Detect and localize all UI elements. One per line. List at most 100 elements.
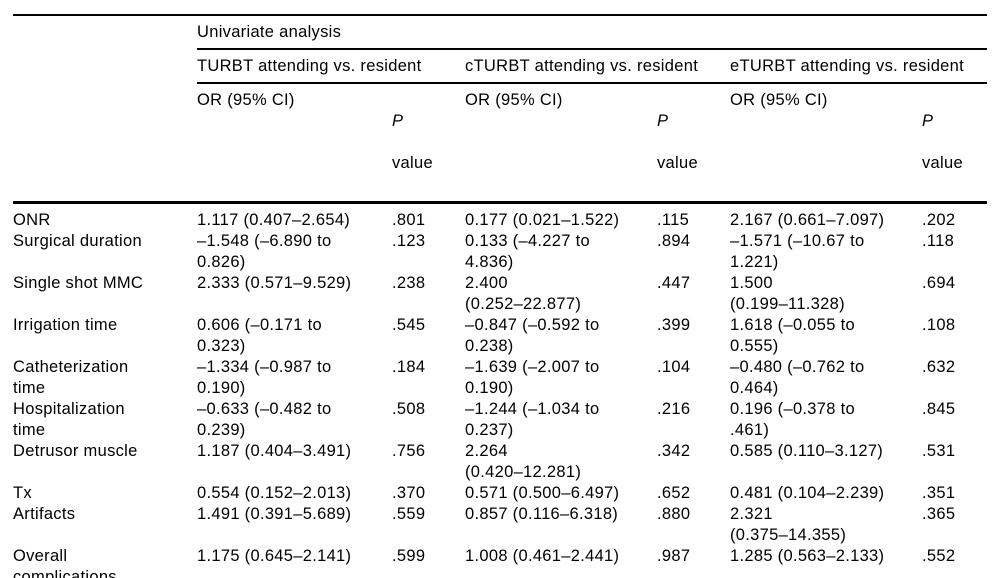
or-ci-cell: 1.175 (0.645–2.141) [197,547,352,565]
group-header-eturbt: eTURBT attending vs. resident [730,49,987,84]
or-ci-cell: 2.333 (0.571–9.529) [197,274,352,292]
univariate-analysis-table: Univariate analysis TURBT attending vs. … [13,14,987,578]
p-value-cell: .216 [657,400,691,418]
p-value-cell: .801 [392,211,426,229]
or-ci-cell: 0.177 (0.021–1.522) [465,211,620,229]
table-row: Catheterization time –1.334 (–0.987 to 0.… [13,357,987,399]
or-ci-cell: –1.334 (–0.987 to 0.190) [197,358,332,397]
table-row: Overall complications 1.175 (0.645–2.141)… [13,546,987,578]
p-value-cell: .545 [392,316,426,334]
row-label: Detrusor muscle [13,442,138,460]
p-value-header: P value [392,83,465,204]
spanner-row: Univariate analysis [13,14,987,50]
p-value-cell: .238 [392,274,426,292]
or-ci-cell: –1.639 (–2.007 to 0.190) [465,358,600,397]
p-value-cell: .845 [922,400,956,418]
or-ci-cell: 1.117 (0.407–2.654) [197,211,351,229]
row-label: Overall complications [13,547,117,578]
p-value-cell: .365 [922,505,956,523]
row-label: Catheterization time [13,358,129,397]
row-label: Irrigation time [13,316,118,334]
row-label: Artifacts [13,505,76,523]
p-value-cell: .342 [657,442,691,460]
p-value-cell: .447 [657,274,691,292]
p-word: value [922,154,963,172]
or-ci-cell: 2.167 (0.661–7.097) [730,211,885,229]
or-ci-header: OR (95% CI) [730,83,922,204]
p-value-cell: .756 [392,442,426,460]
p-value-cell: .351 [922,484,956,502]
or-ci-cell: –0.847 (–0.592 to 0.238) [465,316,600,355]
or-ci-cell: 0.196 (–0.378 to .461) [730,400,855,439]
table-row: Detrusor muscle 1.187 (0.404–3.491) .756 2.… [13,441,987,483]
table-row: Surgical duration –1.548 (–6.890 to 0.826… [13,231,987,273]
column-header-row: OR (95% CI) P value OR (95% CI) P value … [13,83,987,204]
p-value-cell: .632 [922,358,956,376]
p-value-cell: .552 [922,547,956,565]
or-ci-cell: –1.571 (–10.67 to 1.221) [730,232,865,271]
empty-corner-cell [13,83,197,204]
p-value-cell: .894 [657,232,691,250]
p-value-cell: .531 [922,442,956,460]
p-value-cell: .880 [657,505,691,523]
p-value-cell: .599 [392,547,426,565]
p-value-cell: .104 [657,358,691,376]
p-value-cell: .559 [392,505,426,523]
group-header-cturbt: cTURBT attending vs. resident [465,49,730,84]
row-label: Surgical duration [13,232,142,250]
or-ci-header: OR (95% CI) [197,83,392,204]
p-value-cell: .652 [657,484,691,502]
or-ci-cell: 2.400 (0.252–22.877) [465,274,582,313]
or-ci-cell: 1.500 (0.199–11.328) [730,274,845,313]
or-ci-cell: –0.480 (–0.762 to 0.464) [730,358,865,397]
table-row: Tx 0.554 (0.152–2.013) .370 0.571 (0.500–6.… [13,483,987,504]
or-ci-cell: 1.491 (0.391–5.689) [197,505,352,523]
p-symbol: P [922,112,934,130]
p-value-cell: .399 [657,316,691,334]
or-ci-cell: 2.321 (0.375–14.355) [730,505,847,544]
or-ci-cell: 2.264 (0.420–12.281) [465,442,582,481]
row-label: Single shot MMC [13,274,144,292]
empty-corner-cell [13,49,197,83]
spanner-univariate-analysis: Univariate analysis [197,14,987,50]
group-header-row: TURBT attending vs. resident cTURBT atte… [13,49,987,84]
or-ci-cell: 1.285 (0.563–2.133) [730,547,885,565]
table-body: ONR 1.117 (0.407–2.654) .801 0.177 (0.021–1… [13,203,987,578]
or-ci-cell: 1.618 (–0.055 to 0.555) [730,316,855,355]
table-row: Hospitalization time –0.633 (–0.482 to 0.… [13,399,987,441]
p-value-cell: .184 [392,358,426,376]
row-label: ONR [13,211,51,229]
p-value-cell: .108 [922,316,956,334]
or-ci-header: OR (95% CI) [465,83,657,204]
p-word: value [392,154,433,172]
row-label: Tx [13,484,32,502]
or-ci-cell: –1.548 (–6.890 to 0.826) [197,232,332,271]
or-ci-cell: 0.857 (0.116–6.318) [465,505,619,523]
group-header-turbt: TURBT attending vs. resident [197,49,465,84]
or-ci-cell: 0.133 (–4.227 to 4.836) [465,232,590,271]
p-value-cell: .694 [922,274,956,292]
table-header: Univariate analysis TURBT attending vs. … [13,14,987,204]
or-ci-cell: 0.606 (–0.171 to 0.323) [197,316,322,355]
or-ci-cell: –1.244 (–1.034 to 0.237) [465,400,600,439]
p-value-cell: .118 [922,232,955,250]
row-label: Hospitalization time [13,400,125,439]
or-ci-cell: 1.187 (0.404–3.491) [197,442,352,460]
p-value-cell: .370 [392,484,426,502]
or-ci-cell: –0.633 (–0.482 to 0.239) [197,400,332,439]
empty-corner-cell [13,14,197,49]
or-ci-cell: 0.585 (0.110–3.127) [730,442,884,460]
p-value-cell: .987 [657,547,691,565]
p-symbol: P [392,112,404,130]
table-row: Single shot MMC 2.333 (0.571–9.529) .238 2.… [13,273,987,315]
p-value-cell: .123 [392,232,426,250]
p-value-cell: .115 [657,211,690,229]
p-word: value [657,154,698,172]
or-ci-cell: 0.554 (0.152–2.013) [197,484,352,502]
p-symbol: P [657,112,669,130]
or-ci-cell: 0.481 (0.104–2.239) [730,484,885,502]
or-ci-cell: 0.571 (0.500–6.497) [465,484,620,502]
p-value-cell: .202 [922,211,956,229]
table-row: Artifacts 1.491 (0.391–5.689) .559 0.857 (0… [13,504,987,546]
